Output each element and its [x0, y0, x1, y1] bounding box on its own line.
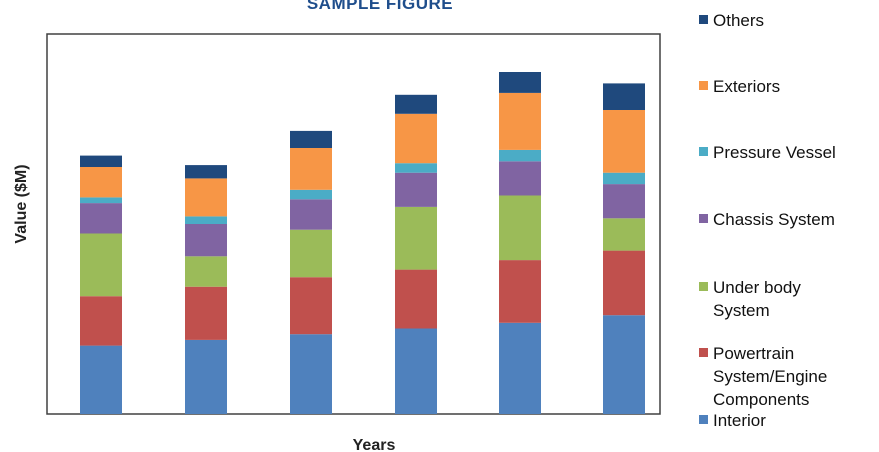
bar-segment-5-series-4 [499, 161, 541, 196]
legend-item: Chassis System [699, 210, 835, 229]
legend-label: Interior [713, 411, 766, 430]
legend-swatch [699, 282, 708, 291]
bar-segment-2-series-5 [185, 216, 227, 224]
legend-label: Powertrain System/Engine Components [713, 344, 827, 409]
bar-segment-5-series-3 [499, 195, 541, 261]
legend-swatch [699, 348, 708, 357]
bar-segment-5-series-6 [499, 92, 541, 150]
bar-segment-3-series-7 [290, 130, 332, 148]
bar-segment-1-series-3 [80, 233, 122, 297]
chart-title: SAMPLE FIGURE [307, 0, 453, 13]
plot-area [46, 33, 661, 415]
bar-segment-3-series-3 [290, 229, 332, 278]
bar-segment-6-series-5 [603, 172, 645, 185]
bar-segment-6-series-2 [603, 250, 645, 316]
legend-item: Interior [699, 411, 766, 430]
bar-segment-1-series-4 [80, 203, 122, 234]
bar-segment-5-series-1 [499, 322, 541, 414]
bar-segment-6-series-3 [603, 218, 645, 251]
legend-item: Others [699, 11, 764, 30]
legend-item: Powertrain System/Engine Components [699, 344, 827, 409]
bar-segment-4-series-7 [395, 94, 437, 114]
legend-label: Under body System [713, 278, 801, 320]
bar-segment-3-series-4 [290, 199, 332, 230]
bar-segment-4-series-2 [395, 269, 437, 329]
bar-segment-2-series-7 [185, 165, 227, 179]
bar-segment-3-series-6 [290, 148, 332, 190]
bar-segment-4-series-6 [395, 113, 437, 164]
legend-label: Exteriors [713, 77, 780, 96]
bar-segment-1-series-1 [80, 345, 122, 414]
bar-segment-2-series-3 [185, 256, 227, 287]
legend-swatch [699, 415, 708, 424]
bar-segment-5-series-2 [499, 260, 541, 323]
legend-swatch [699, 15, 708, 24]
bar-segment-3-series-1 [290, 334, 332, 414]
legend-swatch [699, 81, 708, 90]
legend-item: Under body System [699, 278, 801, 320]
bar-segment-2-series-4 [185, 224, 227, 257]
bar-segment-1-series-2 [80, 296, 122, 346]
bar-segment-1-series-7 [80, 155, 122, 167]
bar-segment-2-series-1 [185, 339, 227, 414]
bar-segment-6-series-7 [603, 83, 645, 110]
bar-segment-6-series-1 [603, 315, 645, 414]
bar-segment-3-series-2 [290, 277, 332, 335]
bar-segment-5-series-5 [499, 149, 541, 162]
legend-label: Chassis System [713, 210, 835, 229]
bar-segment-6-series-6 [603, 110, 645, 173]
legend: Others Exteriors Pressure Vessel Chassis Sy… [699, 11, 836, 430]
bar-segment-4-series-1 [395, 328, 437, 414]
legend-swatch [699, 147, 708, 156]
legend-label: Pressure Vessel [713, 143, 836, 162]
bar-segment-5-series-7 [499, 72, 541, 93]
bar-segment-1-series-5 [80, 197, 122, 204]
bar-segment-6-series-4 [603, 184, 645, 219]
bars-group [80, 72, 645, 414]
legend-swatch [699, 214, 708, 223]
bar-segment-4-series-4 [395, 172, 437, 207]
legend-item: Pressure Vessel [699, 143, 836, 162]
x-axis-label: Years [353, 437, 396, 452]
bar-segment-3-series-5 [290, 189, 332, 200]
y-axis-label: Value ($M) [13, 164, 30, 243]
bar-segment-2-series-6 [185, 178, 227, 217]
legend-label: Others [713, 11, 764, 30]
bar-segment-4-series-3 [395, 206, 437, 270]
legend-item: Exteriors [699, 77, 780, 96]
bar-segment-2-series-2 [185, 286, 227, 340]
bar-segment-1-series-6 [80, 167, 122, 198]
bar-segment-4-series-5 [395, 163, 437, 173]
